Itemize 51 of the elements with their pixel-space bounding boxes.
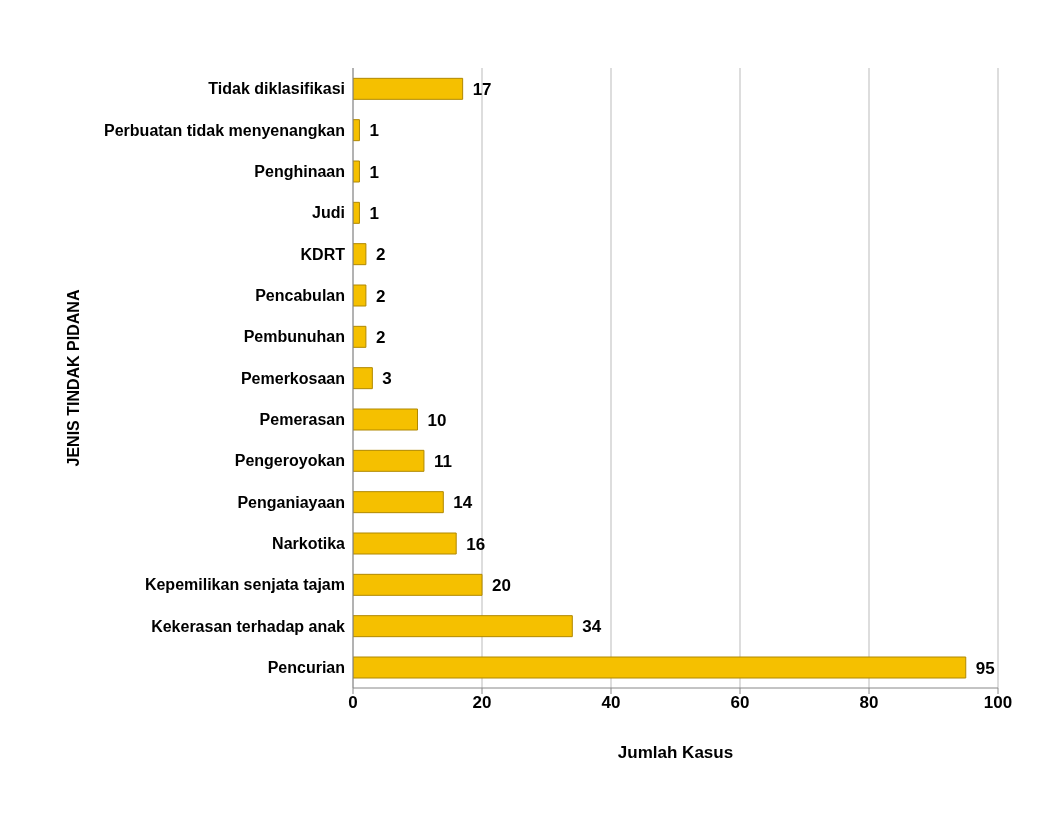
bar	[353, 615, 573, 638]
bar	[353, 160, 360, 183]
x-tick-label: 60	[730, 693, 750, 713]
bar	[353, 656, 967, 679]
y-tick-label: Penghinaan	[254, 163, 345, 181]
y-tick-label: Judi	[312, 204, 345, 222]
data-label: 14	[453, 493, 473, 513]
data-label: 1	[369, 162, 379, 182]
data-label: 17	[472, 79, 492, 99]
y-axis-title: JENIS TINDAK PIDANA	[64, 289, 82, 467]
x-tick-label: 100	[983, 693, 1013, 713]
data-label: 1	[369, 203, 379, 223]
x-tick-label: 20	[472, 693, 492, 713]
y-tick-label: Perbuatan tidak menyenangkan	[104, 121, 345, 139]
bar	[353, 77, 464, 100]
x-tick-label: 80	[859, 693, 879, 713]
data-label: 95	[975, 658, 995, 678]
bar	[353, 449, 425, 472]
y-tick-label: Narkotika	[272, 535, 346, 553]
x-tick-label: 0	[348, 693, 358, 713]
bar	[353, 408, 418, 431]
data-label: 3	[382, 369, 392, 389]
bar	[353, 284, 367, 307]
data-label: 11	[433, 451, 452, 471]
bar	[353, 325, 367, 348]
y-tick-label: Pencurian	[267, 659, 345, 677]
x-tick-label: 40	[601, 693, 621, 713]
y-tick-label: KDRT	[300, 245, 346, 263]
y-tick-label: Kepemilikan senjata tajam	[144, 576, 345, 594]
data-label: 2	[375, 327, 386, 347]
y-tick-label: Penganiayaan	[237, 493, 345, 511]
data-label: 1	[369, 121, 379, 141]
y-tick-label: Pencabulan	[255, 287, 345, 305]
data-label: 34	[582, 617, 602, 637]
bar	[353, 243, 367, 266]
y-tick-label: Pembunuhan	[243, 328, 345, 346]
bar	[353, 491, 444, 514]
y-tick-label: Pemerkosaan	[240, 369, 345, 387]
bar	[353, 367, 373, 390]
x-axis-title: Jumlah Kasus	[617, 743, 734, 762]
data-label: 16	[466, 534, 486, 554]
data-label: 20	[492, 575, 511, 595]
bar	[353, 573, 483, 596]
y-tick-label: Tidak diklasifikasi	[208, 80, 345, 98]
y-tick-label: Pengeroyokan	[234, 452, 345, 470]
data-label: 10	[427, 410, 447, 430]
y-tick-label: Pemerasan	[259, 411, 345, 429]
data-label: 2	[375, 286, 386, 306]
y-tick-label: Kekerasan terhadap anak	[151, 617, 346, 635]
data-label: 2	[375, 245, 386, 265]
bar	[353, 532, 457, 555]
